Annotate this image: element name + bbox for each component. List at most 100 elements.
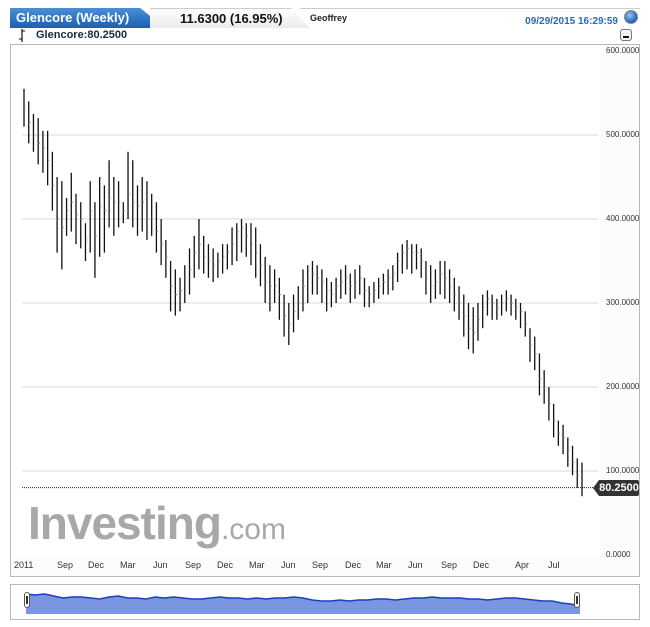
- ohlc-bar: [302, 269, 305, 312]
- ohlc-bar: [434, 269, 438, 299]
- ohlc-bar: [240, 219, 244, 253]
- ohlc-bar: [510, 294, 513, 316]
- x-tick-label: Jun: [153, 560, 168, 570]
- ohlc-bar: [548, 387, 551, 421]
- ohlc-bar: [349, 273, 353, 303]
- ohlc-bar: [113, 177, 116, 236]
- ohlc-bar: [387, 269, 390, 295]
- ohlc-bar: [212, 248, 215, 282]
- ohlc-bar: [165, 240, 168, 278]
- ohlc-bar: [193, 235, 197, 278]
- x-tick-label: Mar: [120, 560, 136, 570]
- ohlc-bar: [203, 235, 206, 274]
- tab-instrument-title[interactable]: Glencore (Weekly): [10, 8, 165, 28]
- price-tag-value: 80.2500: [599, 480, 639, 496]
- ohlc-bar: [273, 269, 277, 303]
- ohlc-bar: [259, 244, 263, 287]
- timestamp: 09/29/2015 16:29:59: [525, 16, 618, 27]
- ohlc-bar: [552, 403, 556, 438]
- ohlc-bar: [500, 294, 504, 316]
- ohlc-bar: [264, 256, 267, 303]
- ohlc-bar: [439, 261, 442, 295]
- ohlc-bar: [307, 265, 310, 303]
- user-name: Geoffrey: [310, 13, 348, 23]
- ohlc-bar: [325, 277, 329, 312]
- ohlc-bar: [396, 252, 400, 282]
- navigator-left-handle[interactable]: [24, 592, 30, 608]
- last-price-tag: 80.2500: [593, 480, 639, 496]
- x-tick-label: Mar: [376, 560, 392, 570]
- ohlc-bar: [236, 223, 239, 261]
- ohlc-bar: [392, 265, 395, 291]
- ohlc-bar: [344, 265, 348, 295]
- ohlc-bar: [188, 248, 192, 295]
- ohlc-bar: [103, 185, 107, 253]
- ohlc-bar: [467, 303, 471, 350]
- ohlc-bar: [420, 248, 424, 278]
- ohlc-bar: [56, 177, 59, 253]
- ohlc-bar: [250, 223, 253, 266]
- ohlc-bar: [463, 294, 466, 337]
- watermark-suffix: .com: [220, 513, 286, 546]
- ohlc-bar: [330, 282, 334, 308]
- ohlc-bar: [335, 277, 338, 303]
- ohlc-bar: [198, 219, 201, 270]
- ohlc-bar: [278, 277, 282, 320]
- ohlc-bar: [482, 294, 485, 329]
- ohlc-bar: [70, 172, 74, 232]
- ohlc-bar: [491, 294, 494, 320]
- minimize-button[interactable]: [620, 29, 632, 41]
- ohlc-bar: [534, 336, 537, 371]
- ohlc-bar: [283, 294, 286, 337]
- ohlc-bar: [321, 269, 324, 303]
- ohlc-bar: [65, 198, 69, 236]
- ohlc-bar: [458, 286, 461, 320]
- x-tick-label: Sep: [57, 560, 74, 570]
- x-tick-label: Sep: [185, 560, 202, 570]
- ohlc-bar: [245, 223, 249, 257]
- x-tick-label: Jun: [281, 560, 296, 570]
- ohlc-bar: [359, 265, 362, 295]
- navigator-right-handle[interactable]: [574, 592, 580, 608]
- tab-user[interactable]: Geoffrey 09/29/2015 16:29:59: [300, 8, 640, 28]
- ohlc-bar: [368, 286, 372, 308]
- ohlc-bar: [151, 193, 154, 236]
- ohlc-bar: [23, 88, 26, 127]
- ohlc-bar: [184, 265, 187, 303]
- ohlc-bar: [221, 244, 225, 274]
- investing-watermark: Investing.com: [28, 496, 286, 550]
- globe-icon[interactable]: [624, 10, 638, 24]
- x-tick-label: Dec: [217, 560, 234, 570]
- range-navigator[interactable]: [10, 584, 640, 620]
- series-label: Glencore:80.2500: [36, 29, 128, 41]
- ohlc-bar: [160, 219, 163, 266]
- ohlc-bar: [576, 458, 580, 488]
- chart-header: Glencore (Weekly) 11.6300 (16.95%) Geoff…: [10, 8, 642, 28]
- ohlc-bar: [179, 277, 182, 312]
- ohlc-bar: [543, 370, 546, 404]
- ohlc-bar: [430, 265, 433, 303]
- x-tick-label: 2011: [14, 560, 34, 570]
- ohlc-bar: [75, 193, 78, 245]
- tab-price-change[interactable]: 11.6300 (16.95%): [150, 8, 310, 28]
- ohlc-bar: [174, 269, 178, 316]
- ohlc-bar: [136, 185, 140, 236]
- ohlc-bar: [122, 202, 126, 224]
- ohlc-bar: [401, 244, 405, 274]
- ohlc-bar: [529, 328, 532, 362]
- ohlc-bar: [217, 252, 220, 278]
- ohlc-bar: [42, 130, 45, 173]
- ohlc-bar: [515, 298, 518, 320]
- ohlc-bar: [472, 307, 476, 354]
- x-tick-label: Jul: [548, 560, 560, 570]
- ohlc-bar: [255, 227, 258, 278]
- y-tick-label: 400.0000: [606, 214, 640, 223]
- ohlc-bar: [269, 265, 272, 312]
- ohlc-bar: [411, 244, 414, 274]
- ohlc-bar: [505, 290, 509, 312]
- ohlc-bar: [132, 160, 135, 228]
- ohlc-bar: [571, 445, 575, 476]
- x-tick-label: Dec: [345, 560, 362, 570]
- x-tick-label: Jun: [408, 560, 423, 570]
